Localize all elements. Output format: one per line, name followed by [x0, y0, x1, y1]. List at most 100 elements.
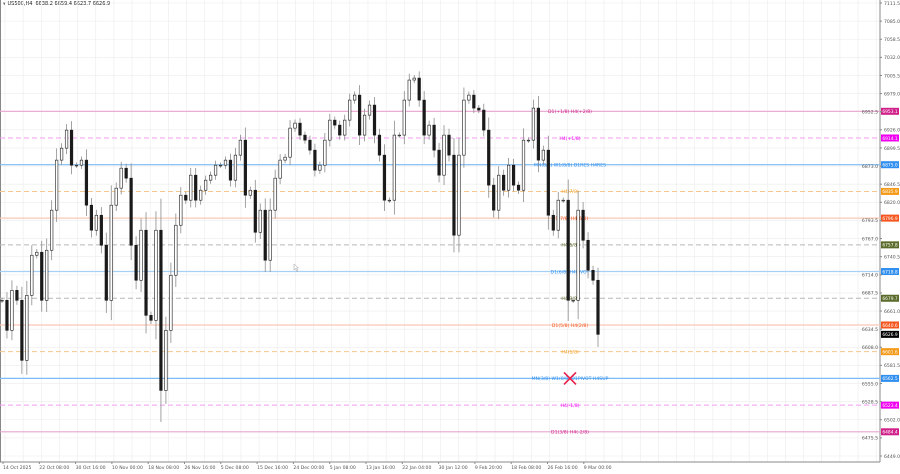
- candle-body: [268, 209, 272, 261]
- candle-body: [228, 159, 233, 181]
- y-tick-label: 6528.5: [862, 399, 878, 405]
- candle-body: [134, 244, 138, 281]
- x-tick-label: 15 Dec 16:00: [257, 465, 288, 471]
- candle-body: [313, 149, 317, 171]
- candle-body: [511, 164, 516, 186]
- candle-body: [194, 174, 198, 201]
- price-tag: [881, 268, 899, 276]
- y-tick-label: 6449.0: [884, 454, 900, 460]
- candle-body: [412, 77, 416, 81]
- candle-body: [189, 174, 193, 201]
- y-tick-label: 6475.5: [862, 436, 878, 442]
- x-tick-label: 5 Dec 08:00: [221, 465, 249, 471]
- x-tick-label: 13 Jan 16:00: [366, 465, 395, 471]
- price-tag-value: 6835.9: [882, 189, 898, 195]
- candle-body: [596, 279, 600, 335]
- candle-body: [119, 167, 123, 189]
- cross-marker-icon: [563, 371, 577, 385]
- candle-body: [243, 139, 247, 196]
- candle-body: [124, 167, 128, 179]
- candle-body: [377, 134, 382, 156]
- x-tick-label: 9 Feb 20:00: [475, 465, 502, 471]
- candle-body: [213, 164, 218, 176]
- price-tag: [881, 187, 899, 195]
- candle-body: [298, 122, 302, 136]
- candle-body: [199, 189, 203, 201]
- candle-body: [209, 174, 213, 181]
- level-label: D1(+1/8) H4(+2/8): [548, 109, 592, 115]
- candle-body: [84, 159, 89, 206]
- candle-body: [109, 204, 113, 301]
- price-tag: [881, 321, 899, 329]
- candle-body: [218, 164, 223, 167]
- candle-body: [502, 174, 506, 191]
- candle-body: [566, 199, 570, 301]
- candle-body: [129, 177, 133, 246]
- candle-body: [164, 330, 168, 391]
- x-tick-label: 5 Jan 08:00: [330, 465, 356, 471]
- candle-body: [204, 179, 208, 191]
- price-tag-value: 6875.0: [882, 163, 898, 169]
- price-tag-value: 6953.1: [882, 109, 898, 115]
- y-tick-label: 6608.0: [862, 345, 878, 351]
- x-tick-label: 22 Oct 08:00: [39, 465, 69, 471]
- ohlc-readout: 6638.2 6659.4 6623.7 6626.9: [35, 1, 111, 7]
- y-tick-label: 6555.0: [862, 381, 878, 387]
- price-tag-value: 6601.6: [882, 349, 898, 355]
- candle-body: [233, 154, 238, 181]
- candle-body: [328, 119, 332, 141]
- x-tick-label: 22 Jan 04:00: [402, 465, 431, 471]
- candle-body: [447, 134, 451, 156]
- candle-body: [15, 290, 19, 301]
- candle-body: [487, 129, 491, 186]
- price-tag-value: 6757.8: [882, 243, 898, 249]
- candle-body: [5, 300, 9, 331]
- level-label: D1(3/8) H4(-2/8): [551, 430, 589, 436]
- candle-body: [536, 107, 540, 161]
- x-tick-label: 30 Jan 12:00: [439, 465, 468, 471]
- y-tick-label: 6952.5: [862, 110, 878, 116]
- price-tag-value: 6679.7: [882, 296, 898, 302]
- candle-body: [551, 214, 555, 231]
- y-tick-label: 6767.0: [862, 236, 878, 242]
- candle-body: [442, 134, 446, 176]
- candle-body: [397, 134, 401, 137]
- level-label: D1(5/8) H4(2/8): [552, 323, 588, 329]
- candle-body: [526, 139, 531, 142]
- candle-body: [462, 99, 466, 156]
- candle-body: [144, 229, 148, 316]
- x-tick-label: 24 Dec 00:00: [293, 465, 324, 471]
- level-label: H4(7/8): [561, 189, 579, 195]
- candle-body: [99, 214, 103, 246]
- candle-body: [343, 119, 347, 136]
- candle-body: [338, 124, 342, 136]
- candle-body: [556, 199, 560, 231]
- candle-body: [323, 139, 327, 166]
- price-tag-value: 6718.8: [882, 269, 898, 275]
- candle-body: [35, 251, 39, 256]
- symbol-label[interactable]: US500,H4: [3, 1, 33, 7]
- price-tag-value: 6640.6: [882, 323, 898, 329]
- candle-body: [0, 300, 4, 302]
- candle-body: [516, 184, 521, 191]
- x-tick-label: 26 Feb 16:00: [548, 465, 578, 471]
- candle-body: [303, 134, 307, 141]
- candle-body: [427, 124, 431, 136]
- candle-body: [184, 194, 188, 201]
- price-tag-value: 6562.5: [882, 376, 898, 382]
- candle-body: [149, 315, 153, 321]
- y-tick-label: 6661.0: [884, 309, 900, 315]
- candle-body: [586, 239, 590, 271]
- candle-body: [506, 164, 511, 191]
- candle-body: [482, 109, 486, 131]
- candle-body: [69, 129, 74, 166]
- candle-body: [263, 209, 267, 261]
- x-tick-label: 14 Oct 2025: [3, 465, 31, 471]
- candle-body: [308, 139, 312, 151]
- candle-body: [402, 99, 406, 136]
- x-tick-label: 30 Oct 16:00: [76, 465, 106, 471]
- candle-body: [139, 229, 143, 281]
- candle-body: [348, 99, 352, 121]
- candle-body: [591, 269, 595, 281]
